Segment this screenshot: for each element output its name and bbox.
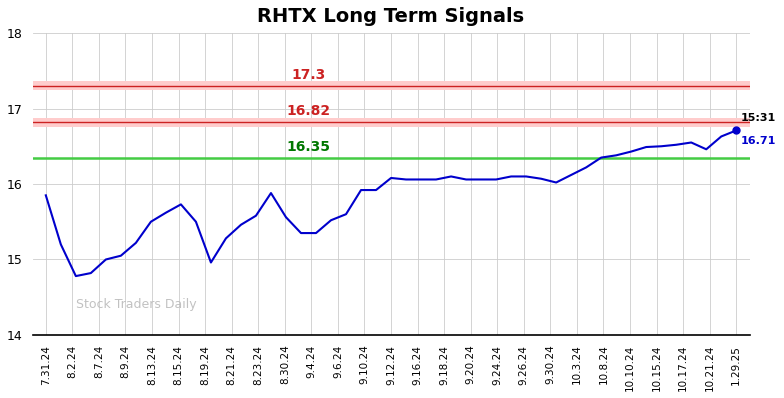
Text: 16.71: 16.71 [740, 137, 775, 146]
Text: Stock Traders Daily: Stock Traders Daily [75, 298, 196, 311]
Text: 15:31: 15:31 [740, 113, 775, 123]
Bar [33, 117, 750, 127]
Bar [33, 81, 750, 90]
Text: 17.3: 17.3 [291, 68, 325, 82]
Text: 16.82: 16.82 [286, 104, 330, 118]
Title: RHTX Long Term Signals: RHTX Long Term Signals [257, 7, 524, 26]
Text: 16.35: 16.35 [286, 140, 330, 154]
